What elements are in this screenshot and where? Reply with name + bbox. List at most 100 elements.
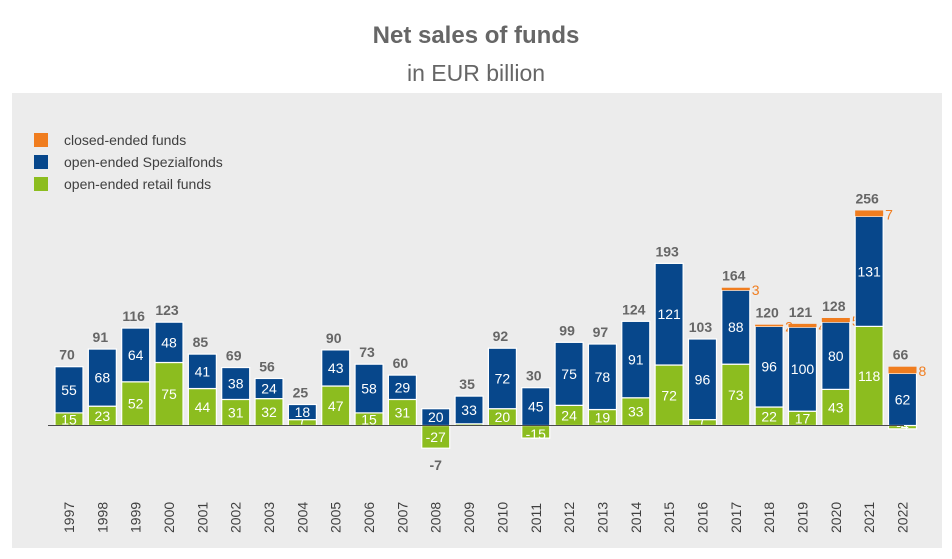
bar-spezialfonds-2012 (554, 341, 584, 406)
x-tick-2020: 2020 (828, 502, 844, 533)
total-label-2014: 124 (622, 301, 646, 317)
total-label-2020: 128 (822, 298, 846, 314)
bar-spezialfonds-2019 (787, 326, 818, 412)
legend: closed-ended funds open-ended Spezialfon… (34, 129, 223, 195)
label-spezialfonds-1997: 55 (61, 382, 77, 398)
total-label-2018: 120 (755, 305, 779, 321)
bar-closed-2021 (855, 210, 884, 217)
bar-spezialfonds-2000 (154, 321, 184, 364)
x-tick-2010: 2010 (494, 502, 510, 533)
legend-swatch-closed-ended (34, 133, 48, 147)
label-spezialfonds-2003: 24 (261, 381, 277, 397)
label-closed-2017: 3 (752, 282, 760, 298)
label-retail-2018: 22 (761, 408, 777, 424)
x-tick-2009: 2009 (461, 502, 477, 533)
total-label-2013: 97 (593, 324, 609, 340)
total-label-2015: 193 (655, 243, 679, 259)
total-label-2017: 164 (722, 268, 746, 284)
label-spezialfonds-2002: 38 (228, 376, 244, 392)
x-tick-1999: 1999 (128, 502, 144, 533)
bar-retail-2021 (854, 325, 884, 427)
x-tick-2018: 2018 (761, 502, 777, 533)
label-spezialfonds-2011: 45 (528, 399, 544, 415)
legend-item-spezialfonds: open-ended Spezialfonds (34, 151, 223, 173)
total-label-2012: 99 (559, 322, 575, 338)
x-tick-2006: 2006 (361, 502, 377, 533)
x-tick-2003: 2003 (261, 502, 277, 533)
x-tick-2001: 2001 (194, 502, 210, 533)
x-tick-2000: 2000 (161, 502, 177, 533)
legend-item-closed-ended: closed-ended funds (34, 129, 223, 151)
plot-area: 15 55 70 1997 23 68 91 1998 52 64 116 1999 75 48 123 20… (12, 93, 942, 548)
total-label-1998: 91 (93, 329, 109, 345)
bar-closed-2019 (788, 323, 817, 328)
bar-retail-2007 (387, 398, 417, 427)
label-spezialfonds-2009: 33 (461, 402, 477, 418)
legend-label-spezialfonds: open-ended Spezialfonds (64, 154, 223, 170)
total-label-2008: -7 (430, 457, 443, 473)
label-retail-2003: 32 (261, 404, 277, 420)
bar-spezialfonds-2009 (454, 395, 484, 425)
total-label-2016: 103 (689, 319, 713, 335)
legend-label-retail: open-ended retail funds (64, 176, 212, 192)
bar-spezialfonds-2020 (821, 321, 851, 390)
label-retail-2019: 17 (795, 410, 811, 426)
bar-spezialfonds-2016 (687, 338, 718, 421)
x-tick-2012: 2012 (561, 502, 577, 533)
label-spezialfonds-2016: 96 (695, 371, 711, 387)
label-retail-2012: 24 (561, 407, 577, 423)
x-tick-2015: 2015 (661, 502, 677, 533)
label-spezialfonds-2001: 41 (195, 363, 211, 379)
label-spezialfonds-2000: 48 (161, 334, 177, 350)
bar-spezialfonds-2022 (887, 372, 918, 427)
x-tick-2022: 2022 (895, 502, 911, 533)
label-spezialfonds-2013: 78 (595, 369, 611, 385)
x-tick-2011: 2011 (528, 503, 544, 533)
total-label-2011: 30 (526, 368, 542, 384)
label-spezialfonds-2021: 131 (857, 263, 881, 279)
x-tick-1998: 1998 (94, 502, 110, 533)
legend-swatch-retail (34, 177, 48, 191)
label-spezialfonds-2020: 80 (828, 348, 844, 364)
chart-title: Net sales of funds (372, 22, 580, 49)
label-retail-1998: 23 (95, 408, 111, 424)
total-label-2009: 35 (459, 376, 475, 392)
bar-spezialfonds-2015 (654, 262, 684, 366)
bar-retail-2015 (654, 364, 684, 427)
label-spezialfonds-1998: 68 (95, 370, 111, 386)
x-tick-2013: 2013 (594, 502, 610, 533)
label-retail-2021: 118 (858, 368, 881, 384)
label-retail-2015: 72 (661, 387, 677, 403)
x-tick-2014: 2014 (628, 502, 644, 533)
bar-spezialfonds-2006 (354, 363, 384, 414)
label-spezialfonds-2006: 58 (361, 381, 377, 397)
label-spezialfonds-2018: 96 (761, 359, 777, 375)
x-tick-2017: 2017 (728, 502, 744, 533)
bar-closed-2017 (721, 287, 750, 291)
bar-spezialfonds-2014 (621, 320, 651, 399)
label-spezialfonds-2005: 43 (328, 360, 344, 376)
label-spezialfonds-2022: 62 (895, 391, 911, 407)
label-retail-2014: 33 (628, 404, 644, 420)
label-closed-2022: 8 (919, 363, 927, 379)
total-label-2002: 69 (226, 348, 242, 364)
label-retail-2011: -15 (526, 426, 546, 442)
total-label-2005: 90 (326, 330, 342, 346)
label-spezialfonds-2012: 75 (561, 366, 577, 382)
chart-svg: 1555701997236891199852641161999754812320… (48, 190, 927, 533)
bar-closed-2020 (821, 317, 850, 323)
total-label-2019: 121 (789, 304, 813, 320)
total-label-2000: 123 (155, 302, 179, 318)
bar-spezialfonds-2001 (187, 353, 217, 390)
x-tick-2019: 2019 (794, 502, 810, 533)
bar-spezialfonds-2005 (321, 349, 351, 387)
label-spezialfonds-2015: 121 (657, 306, 681, 322)
label-spezialfonds-2019: 100 (791, 361, 815, 377)
label-retail-1997: 15 (61, 412, 77, 428)
label-retail-2010: 20 (495, 409, 511, 425)
bar-spezialfonds-2003 (254, 377, 284, 400)
label-closed-2021: 7 (885, 206, 893, 222)
bar-spezialfonds-1997 (54, 366, 84, 414)
label-retail-2017: 73 (728, 387, 744, 403)
bar-retail-2000 (154, 361, 184, 427)
